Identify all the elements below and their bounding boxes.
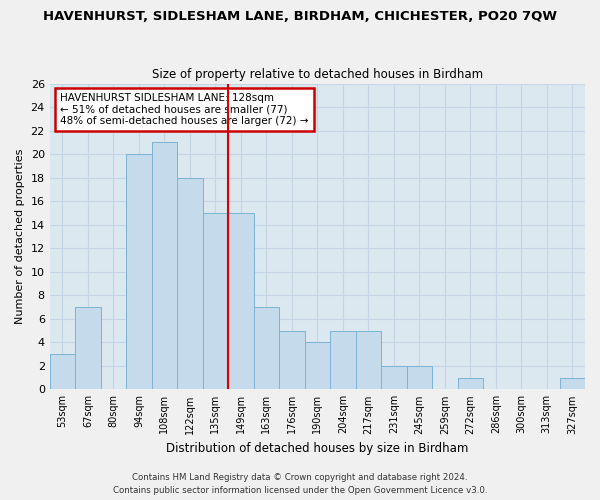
Text: HAVENHURST, SIDLESHAM LANE, BIRDHAM, CHICHESTER, PO20 7QW: HAVENHURST, SIDLESHAM LANE, BIRDHAM, CHI… (43, 10, 557, 23)
Bar (305, 342, 330, 390)
Bar (381, 366, 407, 390)
Bar (330, 330, 356, 390)
Bar (126, 154, 152, 390)
Text: Contains HM Land Registry data © Crown copyright and database right 2024.
Contai: Contains HM Land Registry data © Crown c… (113, 474, 487, 495)
Bar (203, 213, 228, 390)
Bar (458, 378, 483, 390)
Bar (177, 178, 203, 390)
Bar (75, 307, 101, 390)
Bar (254, 307, 279, 390)
Bar (560, 378, 585, 390)
Bar (50, 354, 75, 390)
Bar (279, 330, 305, 390)
Title: Size of property relative to detached houses in Birdham: Size of property relative to detached ho… (152, 68, 483, 81)
Text: HAVENHURST SIDLESHAM LANE: 128sqm
← 51% of detached houses are smaller (77)
48% : HAVENHURST SIDLESHAM LANE: 128sqm ← 51% … (61, 92, 309, 126)
X-axis label: Distribution of detached houses by size in Birdham: Distribution of detached houses by size … (166, 442, 469, 455)
Bar (152, 142, 177, 390)
Bar (356, 330, 381, 390)
Y-axis label: Number of detached properties: Number of detached properties (15, 148, 25, 324)
Bar (228, 213, 254, 390)
Bar (407, 366, 432, 390)
